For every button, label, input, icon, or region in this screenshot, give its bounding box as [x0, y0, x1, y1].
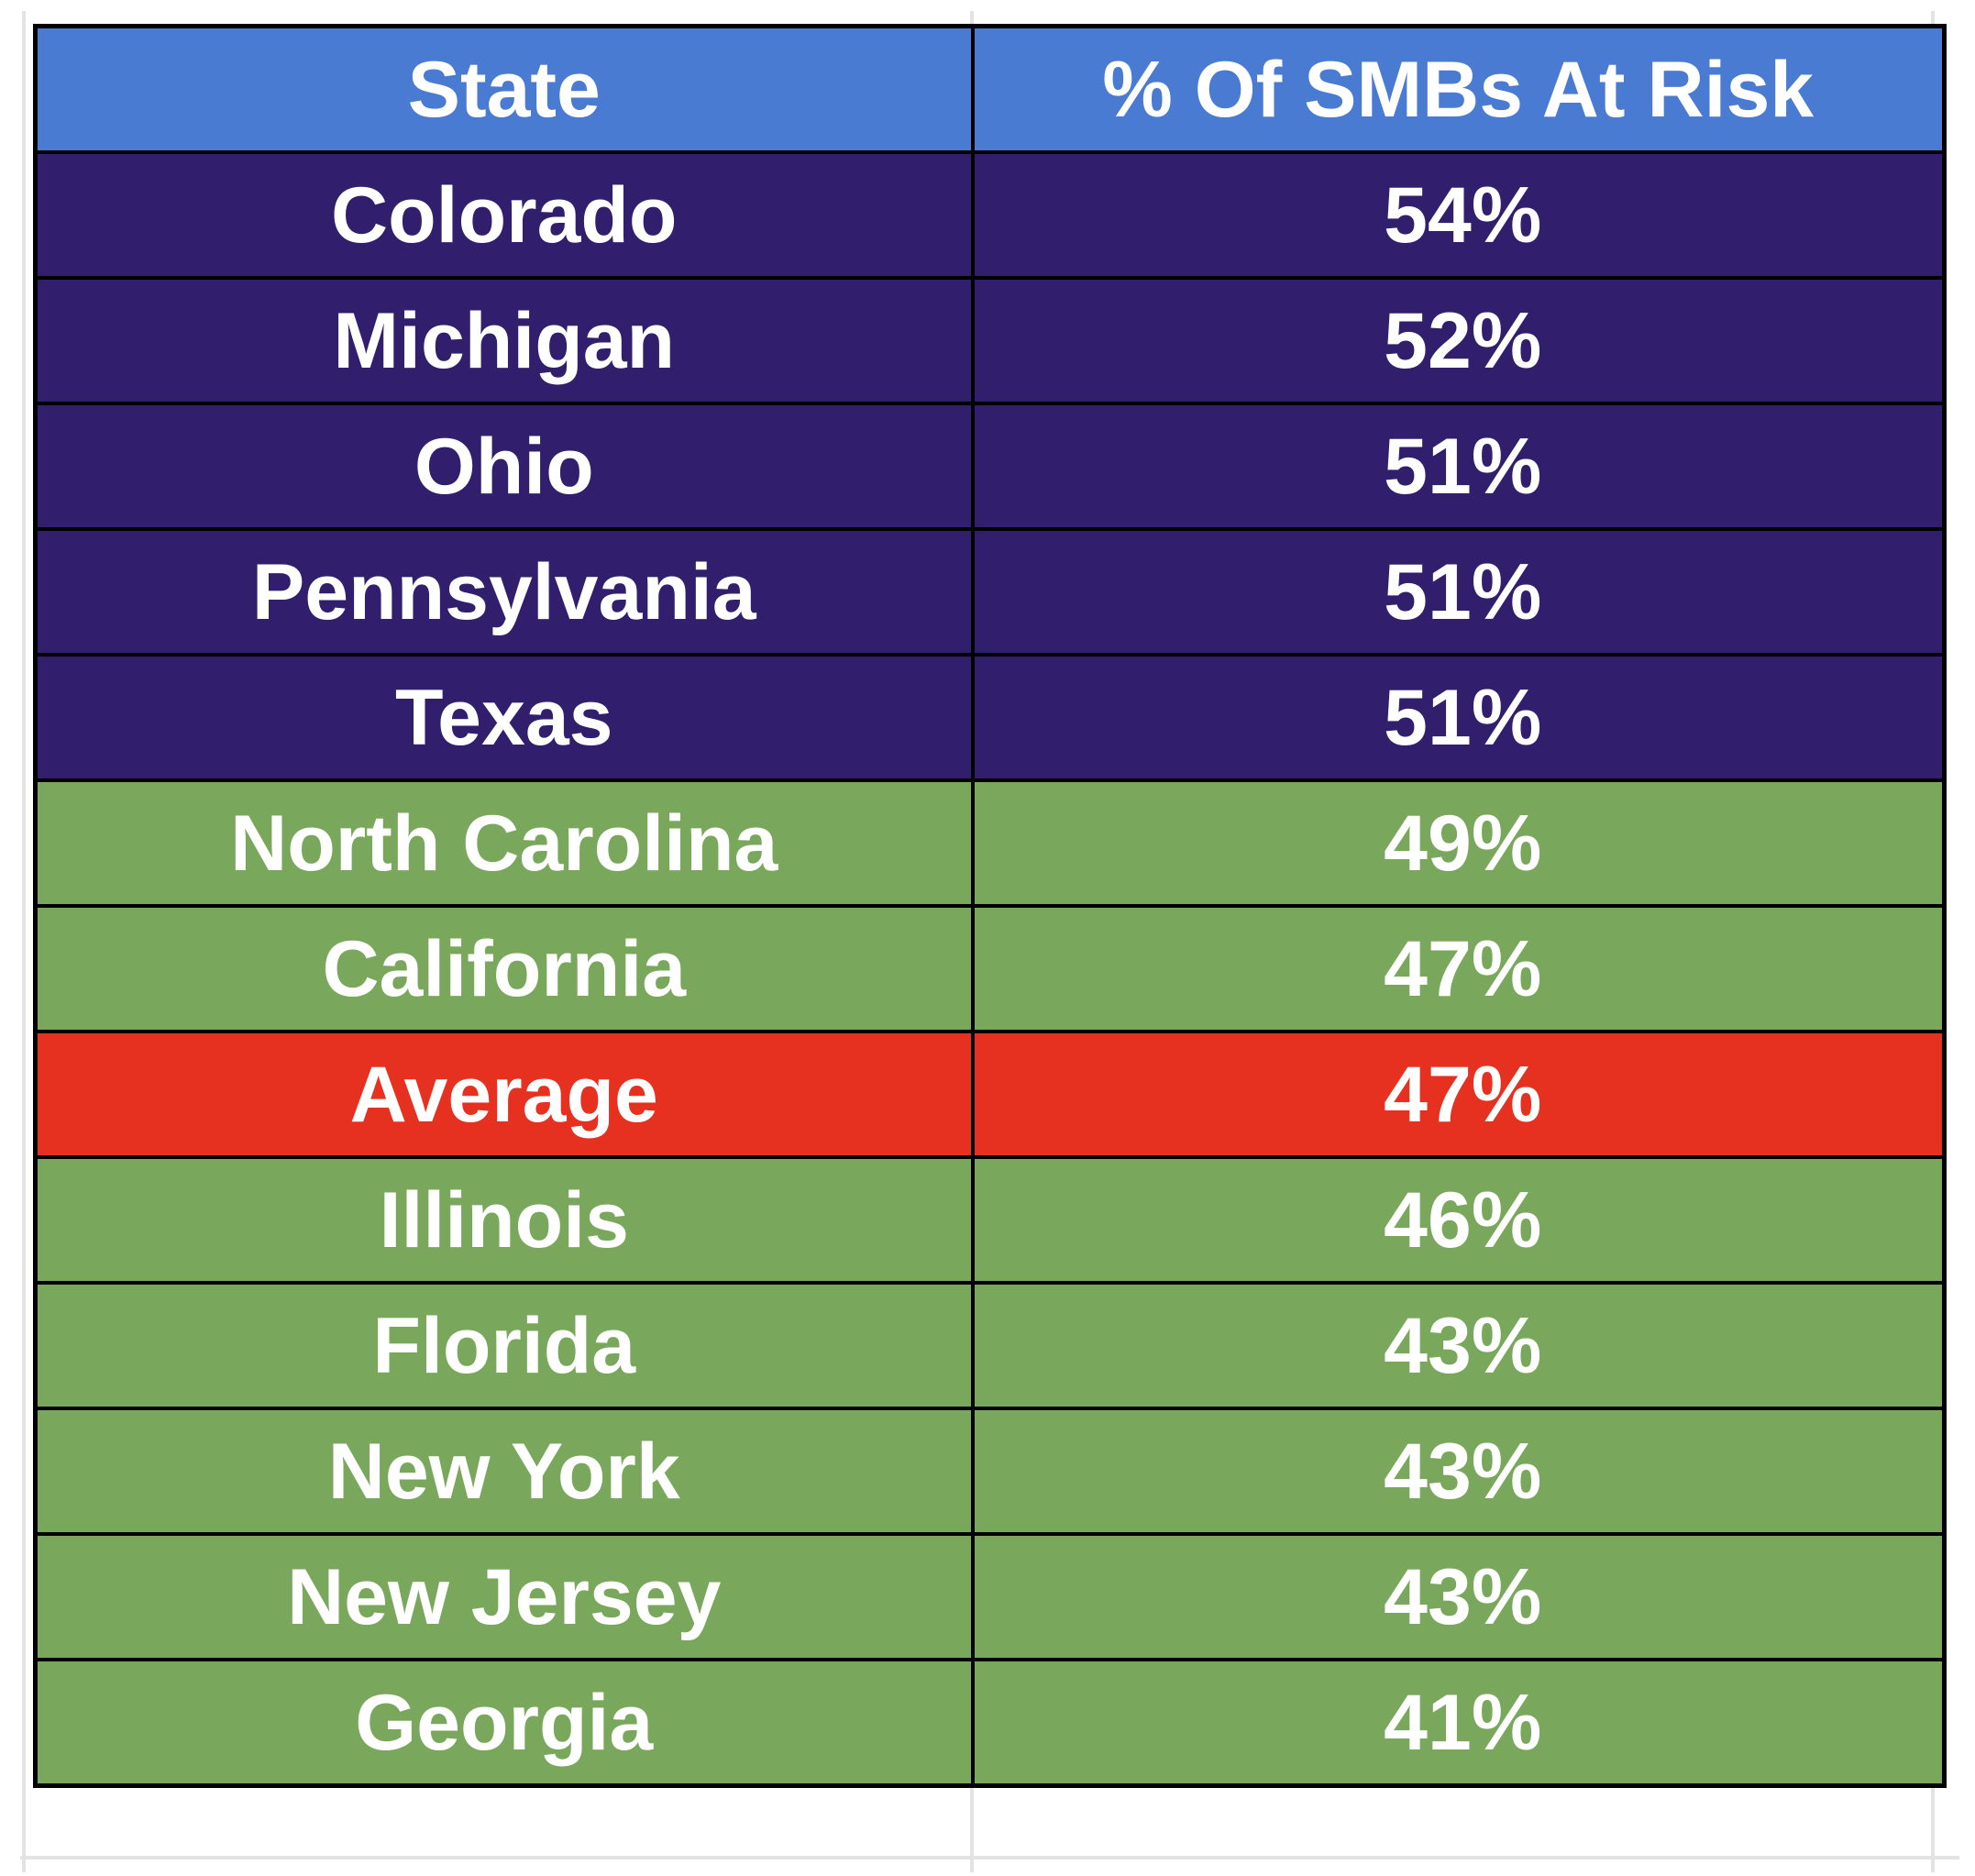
table-row: Average 47% [33, 1030, 1947, 1159]
percent-cell: 47% [970, 904, 1947, 1033]
table-row: Colorado 54% [33, 150, 1947, 280]
percent-cell: 43% [970, 1281, 1947, 1410]
percent-cell: 41% [970, 1658, 1947, 1788]
table-row: Texas 51% [33, 653, 1947, 782]
table-header-row: State % Of SMBs At Risk [33, 24, 1947, 154]
table-row: New York 43% [33, 1407, 1947, 1536]
state-cell: New Jersey [33, 1532, 975, 1661]
table-row: Pennsylvania 51% [33, 527, 1947, 657]
percent-cell: 46% [970, 1155, 1947, 1285]
state-cell: North Carolina [33, 778, 975, 908]
percent-cell: 43% [970, 1407, 1947, 1536]
percent-cell: 47% [970, 1030, 1947, 1159]
state-cell: California [33, 904, 975, 1033]
table-row: North Carolina 49% [33, 778, 1947, 908]
sheet-gridline-horizontal [20, 1856, 1959, 1859]
column-header-percent-at-risk: % Of SMBs At Risk [970, 24, 1947, 154]
percent-cell: 49% [970, 778, 1947, 908]
state-cell: New York [33, 1407, 975, 1536]
sheet-gridline-vertical [22, 11, 26, 1872]
percent-cell: 51% [970, 527, 1947, 657]
state-cell: Texas [33, 653, 975, 782]
percent-cell: 51% [970, 653, 1947, 782]
state-cell: Florida [33, 1281, 975, 1410]
percent-cell: 51% [970, 402, 1947, 531]
smb-risk-table: State % Of SMBs At Risk Colorado 54% Michi… [33, 24, 1947, 1788]
percent-cell: 43% [970, 1532, 1947, 1661]
state-cell: Michigan [33, 276, 975, 405]
state-cell: Georgia [33, 1658, 975, 1788]
state-cell: Illinois [33, 1155, 975, 1285]
percent-cell: 54% [970, 150, 1947, 280]
table-row: Michigan 52% [33, 276, 1947, 405]
state-cell: Ohio [33, 402, 975, 531]
state-cell: Pennsylvania [33, 527, 975, 657]
table-row: Georgia 41% [33, 1658, 1947, 1788]
table-body: Colorado 54% Michigan 52% Ohio 51% Pennsylvani… [33, 150, 1947, 1788]
percent-cell: 52% [970, 276, 1947, 405]
table-row: California 47% [33, 904, 1947, 1033]
state-cell: Colorado [33, 150, 975, 280]
column-header-state: State [33, 24, 975, 154]
table-row: Florida 43% [33, 1281, 1947, 1410]
table-row: New Jersey 43% [33, 1532, 1947, 1661]
table-row: Illinois 46% [33, 1155, 1947, 1285]
table-row: Ohio 51% [33, 402, 1947, 531]
state-cell: Average [33, 1030, 975, 1159]
